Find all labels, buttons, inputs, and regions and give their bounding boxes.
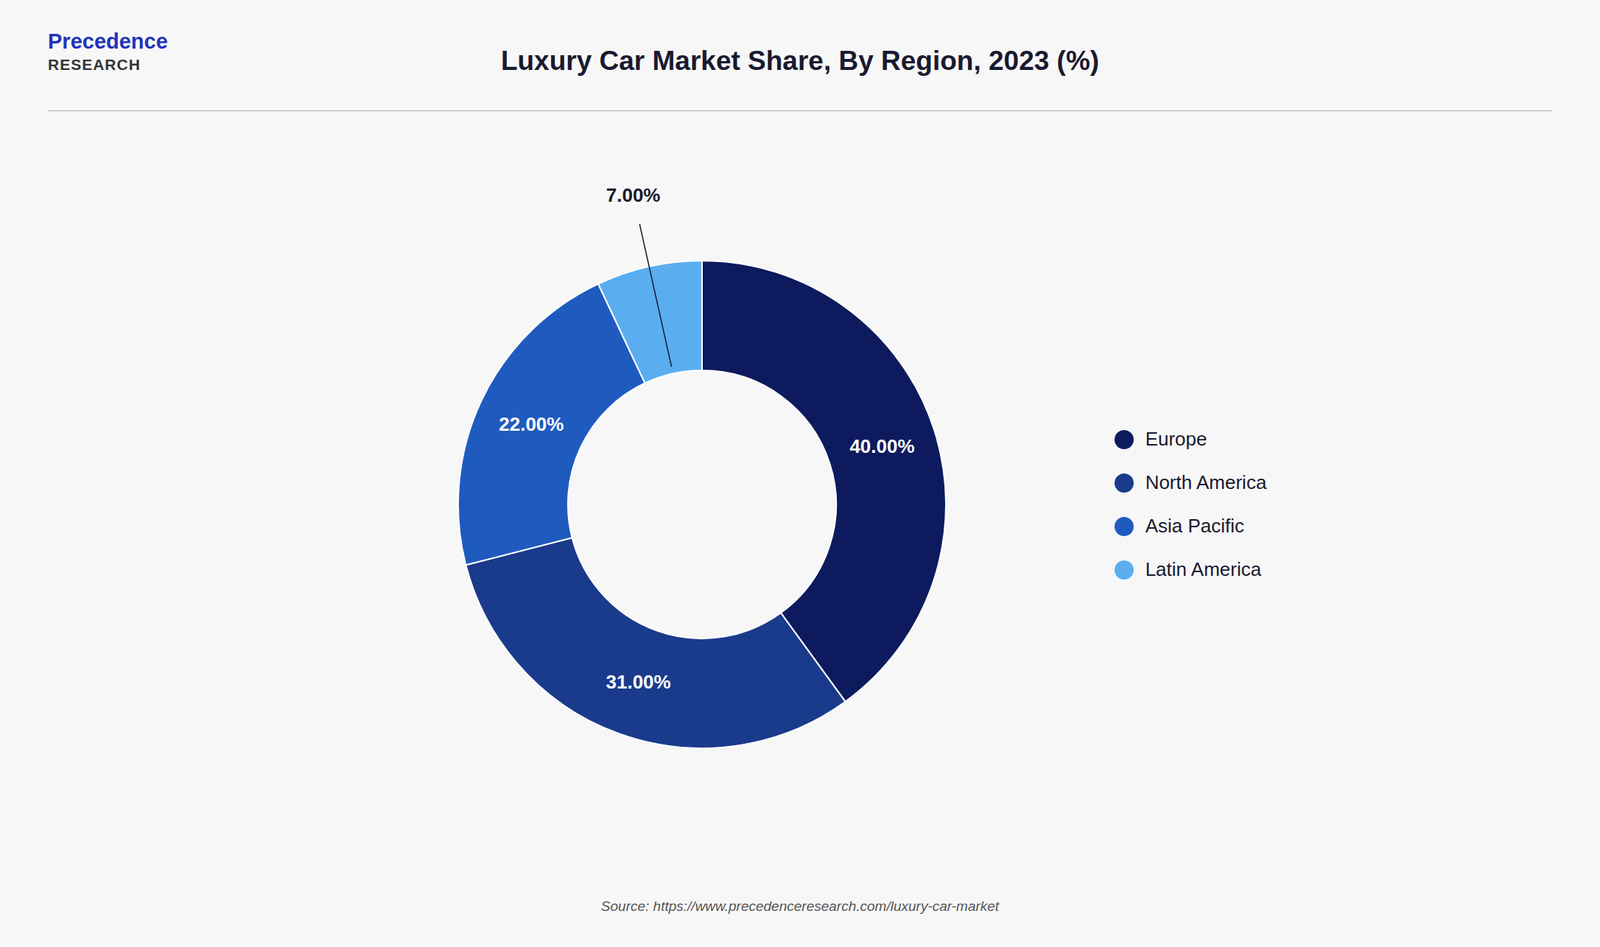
svg-text:40.00%: 40.00% <box>849 435 915 458</box>
html-text:Precedence: Precedence <box>47 29 168 54</box>
html-text:RESEARCH: RESEARCH <box>47 55 141 73</box>
svg-text:31.00%: 31.00% <box>605 671 671 694</box>
svg-text:22.00%: 22.00% <box>498 413 564 436</box>
html-text:Source: https://www.precedence: Source: https://www.precedenceresearch.c… <box>600 898 1000 915</box>
html-text:Latin America: Latin America <box>1145 558 1262 581</box>
html-text:Asia Pacific: Asia Pacific <box>1145 514 1245 538</box>
html-text:North America: North America <box>1145 471 1267 494</box>
html-text:Luxury Car Market Share, By Re: Luxury Car Market Share, By Region, 2023… <box>500 45 1100 76</box>
html-text:Europe: Europe <box>1145 427 1207 451</box>
svg-text:7.00%: 7.00% <box>605 184 661 207</box>
